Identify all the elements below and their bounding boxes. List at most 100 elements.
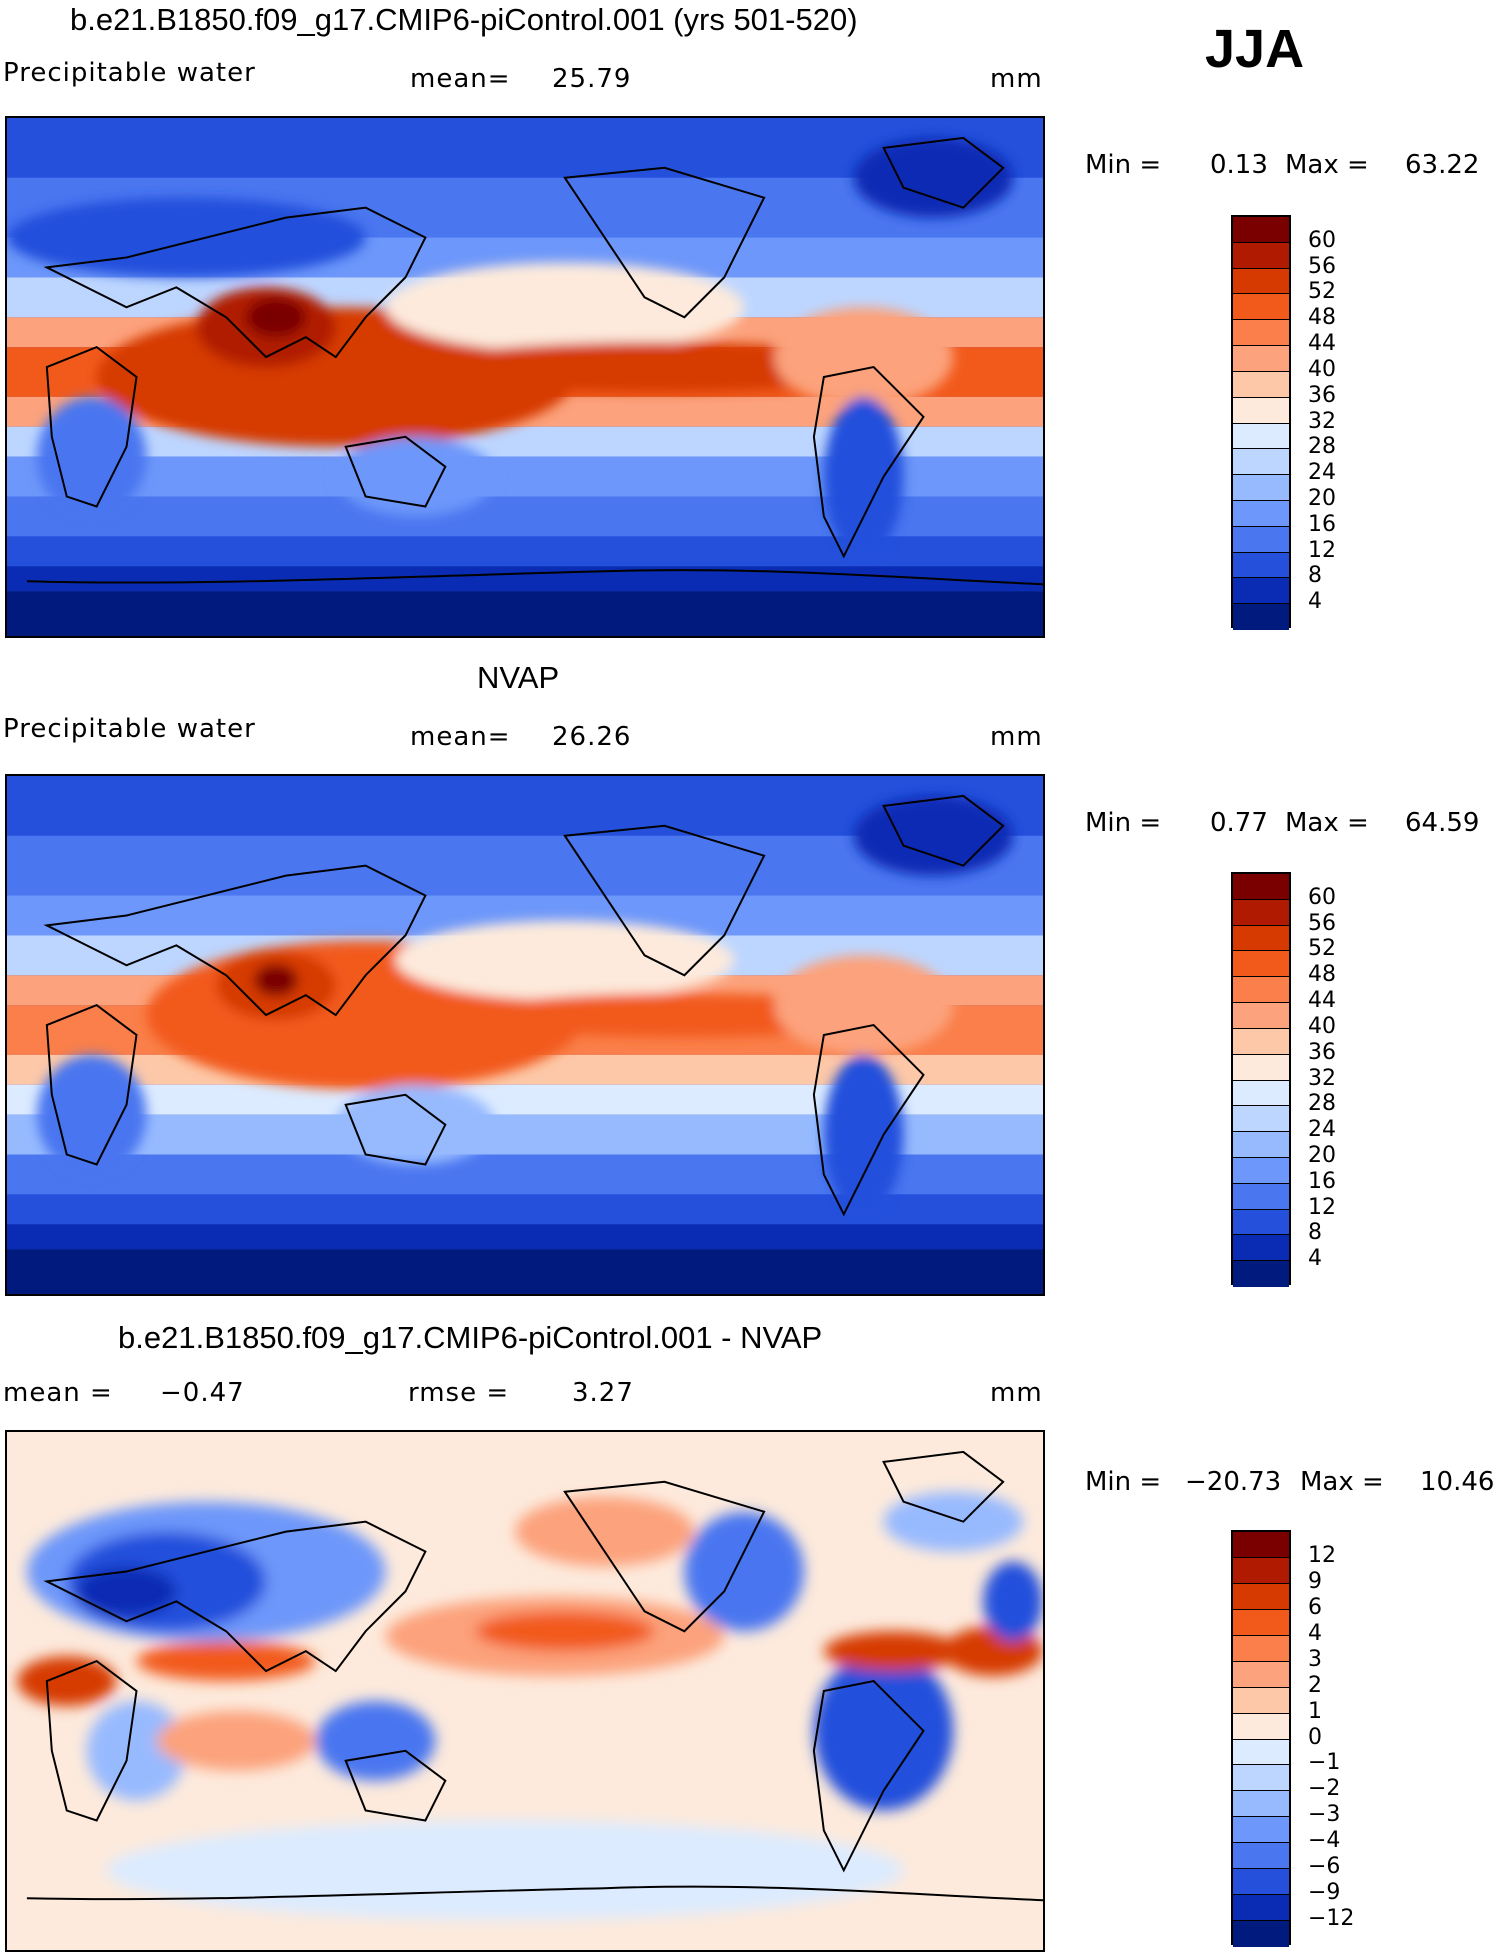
- colorbar-tick-label: 12: [1308, 1542, 1336, 1568]
- colorbar-tick-label: 16: [1308, 511, 1336, 537]
- panel-1-field-label: Precipitable water: [3, 58, 256, 88]
- colorbar-tick-label: 28: [1308, 1091, 1336, 1117]
- colorbar-tick-label: 3: [1308, 1646, 1322, 1672]
- colorbar-swatch: [1233, 1209, 1289, 1236]
- panel-3-max-value: 10.46: [1420, 1467, 1495, 1497]
- colorbar-swatch: [1233, 874, 1289, 900]
- colorbar-swatch: [1233, 1895, 1289, 1922]
- colorbar-tick-label: 60: [1308, 884, 1336, 910]
- colorbar-swatch: [1233, 1054, 1289, 1081]
- colorbar-swatch: [1233, 1869, 1289, 1896]
- panel-1-max-label: Max =: [1285, 150, 1369, 180]
- colorbar-tick-label: 52: [1308, 936, 1336, 962]
- colorbar-swatch: [1233, 294, 1289, 321]
- panel-3-map: [5, 1430, 1045, 1952]
- colorbar-swatch: [1233, 578, 1289, 605]
- colorbar-tick-label: −9: [1308, 1880, 1341, 1906]
- panel-2-mean-value: 26.26: [552, 722, 632, 752]
- colorbar-swatch: [1233, 1532, 1289, 1558]
- panel-2-field-label: Precipitable water: [3, 714, 256, 744]
- colorbar-swatch: [1233, 977, 1289, 1004]
- colorbar-swatch: [1233, 475, 1289, 501]
- colorbar-swatch: [1233, 1635, 1289, 1662]
- panel-2-max-value: 64.59: [1405, 808, 1480, 838]
- colorbar-tick-label: 40: [1308, 1013, 1336, 1039]
- colorbar-swatch: [1233, 1609, 1289, 1636]
- colorbar-tick-label: 4: [1308, 589, 1322, 615]
- panel-1-colorbar: [1231, 215, 1291, 630]
- panel-2-min-label: Min =: [1085, 808, 1162, 838]
- panel-3-rmse-value: 3.27: [572, 1378, 634, 1408]
- colorbar-swatch: [1233, 1557, 1289, 1584]
- colorbar-tick-label: 32: [1308, 1065, 1336, 1091]
- colorbar-swatch: [1233, 449, 1289, 476]
- colorbar-swatch: [1233, 925, 1289, 952]
- colorbar-swatch: [1233, 526, 1289, 553]
- colorbar-tick-label: −12: [1308, 1906, 1355, 1932]
- colorbar-swatch: [1233, 1132, 1289, 1158]
- colorbar-swatch: [1233, 1261, 1289, 1287]
- colorbar-tick-label: 60: [1308, 227, 1336, 253]
- colorbar-swatch: [1233, 1003, 1289, 1029]
- colorbar-swatch: [1233, 397, 1289, 424]
- colorbar-tick-label: 48: [1308, 305, 1336, 331]
- panel-1-map: [5, 116, 1045, 638]
- colorbar-swatch: [1233, 1583, 1289, 1610]
- colorbar-swatch: [1233, 1765, 1289, 1792]
- panel-1-title: b.e21.B1850.f09_g17.CMIP6-piControl.001 …: [70, 2, 858, 37]
- panel-1-mean-value: 25.79: [552, 64, 632, 94]
- colorbar-swatch: [1233, 423, 1289, 450]
- colorbar-tick-label: −1: [1308, 1750, 1341, 1776]
- panel-1-min-value: 0.13: [1210, 150, 1268, 180]
- colorbar-tick-label: 36: [1308, 382, 1336, 408]
- panel-1-max-value: 63.22: [1405, 150, 1480, 180]
- panel-3-mean-value: −0.47: [160, 1378, 245, 1408]
- colorbar-tick-label: 9: [1308, 1568, 1322, 1594]
- panel-1-min-label: Min =: [1085, 150, 1162, 180]
- colorbar-tick-label: 12: [1308, 537, 1336, 563]
- season-label: JJA: [1205, 19, 1305, 79]
- colorbar-swatch: [1233, 1713, 1289, 1740]
- colorbar-swatch: [1233, 500, 1289, 527]
- colorbar-tick-label: 4: [1308, 1246, 1322, 1272]
- panel-3-max-label: Max =: [1300, 1467, 1384, 1497]
- colorbar-swatch: [1233, 1080, 1289, 1107]
- colorbar-tick-label: 28: [1308, 434, 1336, 460]
- colorbar-tick-label: 32: [1308, 408, 1336, 434]
- colorbar-tick-label: 8: [1308, 563, 1322, 589]
- panel-2-min-value: 0.77: [1210, 808, 1268, 838]
- colorbar-swatch: [1233, 217, 1289, 243]
- colorbar-swatch: [1233, 1791, 1289, 1818]
- colorbar-tick-label: 4: [1308, 1620, 1322, 1646]
- colorbar-swatch: [1233, 1739, 1289, 1766]
- colorbar-tick-label: 24: [1308, 1117, 1336, 1143]
- colorbar-swatch: [1233, 320, 1289, 347]
- colorbar-swatch: [1233, 1921, 1289, 1947]
- colorbar-tick-label: 44: [1308, 331, 1336, 357]
- colorbar-tick-label: −2: [1308, 1776, 1341, 1802]
- colorbar-tick-label: −6: [1308, 1854, 1341, 1880]
- colorbar-swatch: [1233, 1235, 1289, 1262]
- panel-1-mean-label: mean=: [410, 64, 511, 94]
- panel-3-mean-label: mean =: [3, 1378, 113, 1408]
- panel-2-units: mm: [990, 722, 1043, 752]
- colorbar-swatch: [1233, 1157, 1289, 1184]
- panel-2-max-label: Max =: [1285, 808, 1369, 838]
- colorbar-swatch: [1233, 951, 1289, 978]
- panel-3-colorbar: [1231, 1530, 1291, 1947]
- colorbar-swatch: [1233, 552, 1289, 579]
- colorbar-tick-label: 36: [1308, 1039, 1336, 1065]
- colorbar-tick-label: 20: [1308, 1142, 1336, 1168]
- colorbar-tick-label: −4: [1308, 1828, 1341, 1854]
- colorbar-tick-label: 2: [1308, 1672, 1322, 1698]
- colorbar-tick-label: 20: [1308, 485, 1336, 511]
- colorbar-swatch: [1233, 1843, 1289, 1870]
- colorbar-swatch: [1233, 1106, 1289, 1133]
- colorbar-tick-label: −3: [1308, 1802, 1341, 1828]
- colorbar-tick-label: 44: [1308, 988, 1336, 1014]
- panel-3-min-label: Min =: [1085, 1467, 1162, 1497]
- panel-2-colorbar: [1231, 872, 1291, 1287]
- colorbar-swatch: [1233, 1183, 1289, 1210]
- colorbar-swatch: [1233, 1028, 1289, 1055]
- panel-3-rmse-label: rmse =: [408, 1378, 510, 1408]
